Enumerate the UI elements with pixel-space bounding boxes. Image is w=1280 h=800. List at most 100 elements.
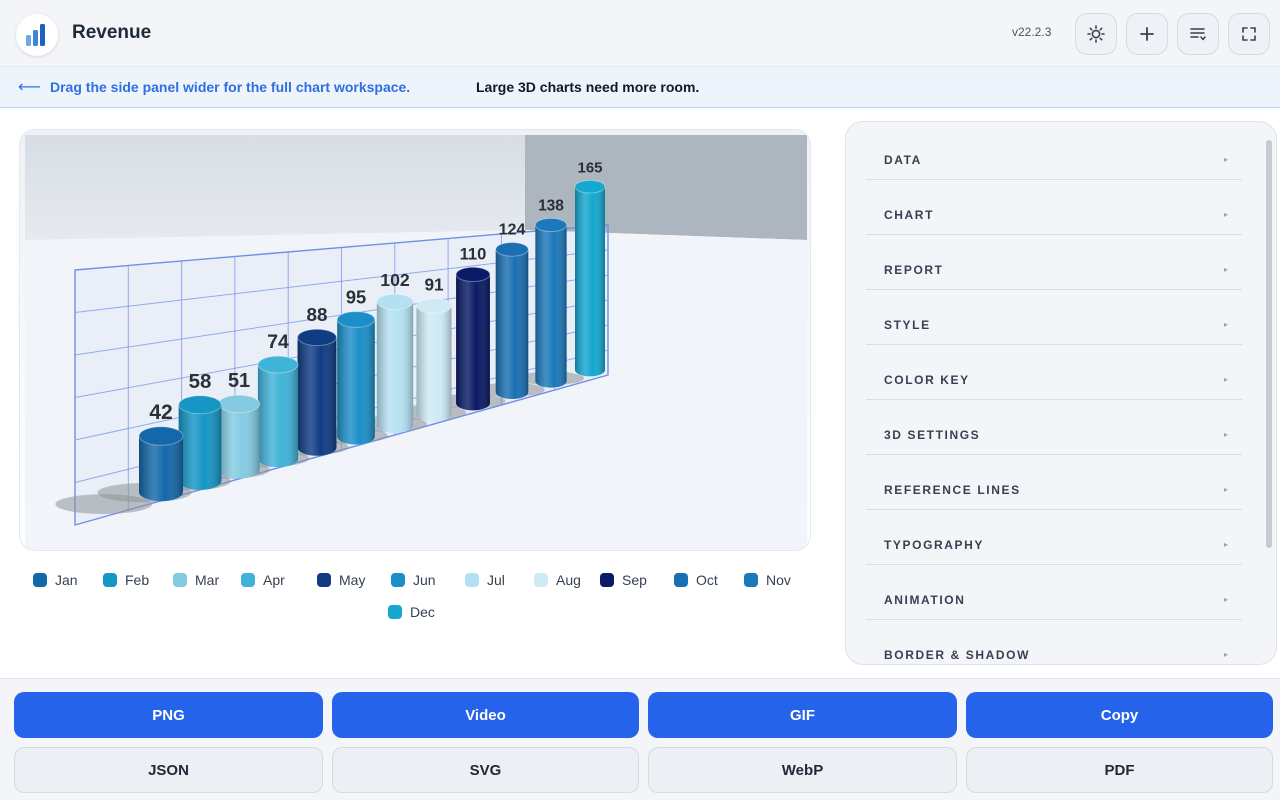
- legend-swatch: [600, 573, 614, 587]
- chevron-right-icon: ▸: [1223, 540, 1228, 549]
- chevron-right-icon: ▸: [1223, 155, 1228, 164]
- legend-item-dec[interactable]: Dec: [388, 602, 435, 622]
- export-json-button[interactable]: JSON: [14, 747, 323, 793]
- legend-item-jul[interactable]: Jul: [465, 570, 505, 590]
- bar-apr[interactable]: 74: [257, 331, 299, 468]
- panel-section-style[interactable]: STYLE ▸: [866, 305, 1242, 345]
- chevron-right-icon: ▸: [1223, 320, 1228, 329]
- legend-label: Nov: [766, 572, 791, 588]
- list-sort-icon: [1190, 28, 1206, 41]
- bar-top: [495, 242, 529, 257]
- panel-section-animation[interactable]: ANIMATION ▸: [866, 580, 1242, 620]
- panel-section-label: 3D SETTINGS: [884, 427, 981, 442]
- panel-scrollbar[interactable]: [1266, 140, 1272, 548]
- panel-section-label: STYLE: [884, 317, 931, 332]
- bar-value-label: 42: [149, 401, 172, 424]
- fullscreen-button[interactable]: [1228, 13, 1270, 55]
- legend-item-feb[interactable]: Feb: [103, 570, 149, 590]
- legend-item-mar[interactable]: Mar: [173, 570, 219, 590]
- legend-item-apr[interactable]: Apr: [241, 570, 285, 590]
- bar-mar[interactable]: 51: [217, 370, 261, 479]
- legend-item-jun[interactable]: Jun: [391, 570, 436, 590]
- bar-jun[interactable]: 95: [336, 287, 376, 445]
- bar-value-label: 165: [577, 159, 602, 176]
- bar-shading: [218, 403, 260, 479]
- bar-value-label: 138: [538, 197, 564, 214]
- bar-value-label: 88: [307, 304, 328, 325]
- legend-label: Jun: [413, 572, 436, 588]
- legend-item-sep[interactable]: Sep: [600, 570, 647, 590]
- export-svg-button[interactable]: SVG: [332, 747, 639, 793]
- export-video-button[interactable]: Video: [332, 692, 639, 738]
- legend-item-oct[interactable]: Oct: [674, 570, 718, 590]
- fullscreen-icon: [1242, 27, 1256, 41]
- bar-dec[interactable]: 165: [574, 159, 606, 377]
- export-gif-button[interactable]: GIF: [648, 692, 957, 738]
- bar-value-label: 51: [228, 370, 250, 392]
- export-webp-button[interactable]: WebP: [648, 747, 957, 793]
- legend-swatch: [241, 573, 255, 587]
- bar-value-label: 124: [499, 221, 526, 239]
- panel-section-reference-lines[interactable]: REFERENCE LINES ▸: [866, 470, 1242, 510]
- chart-3d[interactable]: 165 138 124 110 91 102 95 88 74 51 58 42: [20, 130, 811, 551]
- legend-swatch: [103, 573, 117, 587]
- bar-nov[interactable]: 138: [534, 197, 568, 388]
- legend-item-nov[interactable]: Nov: [744, 570, 791, 590]
- legend-label: May: [339, 572, 366, 588]
- bar-sep[interactable]: 110: [455, 244, 491, 411]
- panel-section-color-key[interactable]: COLOR KEY ▸: [866, 360, 1242, 400]
- bar-oct[interactable]: 124: [495, 221, 529, 400]
- bar-aug[interactable]: 91: [415, 275, 453, 422]
- bar-chart-logo-icon: [26, 24, 45, 46]
- chevron-right-icon: ▸: [1223, 595, 1228, 604]
- panel-section-label: COLOR KEY: [884, 372, 970, 387]
- bar-jul[interactable]: 102: [376, 270, 414, 434]
- legend-label: Sep: [622, 572, 647, 588]
- legend-label: Aug: [556, 572, 581, 588]
- panel-section-report[interactable]: REPORT ▸: [866, 250, 1242, 290]
- chevron-right-icon: ▸: [1223, 485, 1228, 494]
- export-footer: PNG Video GIF Copy JSON SVG WebP PDF: [0, 678, 1280, 800]
- bar-top: [257, 355, 299, 374]
- legend-swatch: [465, 573, 479, 587]
- panel-section-typography[interactable]: TYPOGRAPHY ▸: [866, 525, 1242, 565]
- bar-top: [217, 394, 261, 414]
- bar-feb[interactable]: 58: [178, 370, 222, 490]
- export-png-button[interactable]: PNG: [14, 692, 323, 738]
- panel-section-label: REFERENCE LINES: [884, 482, 1021, 497]
- banner-link[interactable]: Drag the side panel wider for the full c…: [50, 79, 411, 95]
- banner-text: Large 3D charts need more room.: [476, 79, 700, 95]
- bar-may[interactable]: 88: [297, 304, 337, 456]
- panel-section-3d-settings[interactable]: 3D SETTINGS ▸: [866, 415, 1242, 455]
- legend-swatch: [33, 573, 47, 587]
- panel-section-label: TYPOGRAPHY: [884, 537, 985, 552]
- bar-shading: [495, 249, 529, 400]
- bar-top: [178, 395, 222, 415]
- bar-top: [138, 426, 184, 446]
- export-pdf-button[interactable]: PDF: [966, 747, 1273, 793]
- legend-item-may[interactable]: May: [317, 570, 365, 590]
- legend-label: Feb: [125, 572, 150, 588]
- legend-item-aug[interactable]: Aug: [534, 570, 581, 590]
- bar-value-label: 74: [267, 331, 289, 353]
- legend-swatch: [674, 573, 688, 587]
- theme-toggle-button[interactable]: [1075, 13, 1117, 55]
- legend-swatch: [534, 573, 548, 587]
- sort-menu-button[interactable]: [1177, 13, 1219, 55]
- side-panel: DATA ▸ CHART ▸ REPORT ▸ STYLE ▸ COLOR KEY ▸ 3D SET…: [845, 121, 1277, 665]
- bar-top: [336, 311, 376, 328]
- copy-button[interactable]: Copy: [966, 692, 1273, 738]
- panel-section-data[interactable]: DATA ▸: [866, 140, 1242, 180]
- bar-top: [376, 293, 414, 310]
- panel-section-chart[interactable]: CHART ▸: [866, 195, 1242, 235]
- legend-label: Oct: [696, 572, 718, 588]
- bar-jan[interactable]: 42: [138, 401, 184, 502]
- panel-section-label: CHART: [884, 207, 934, 222]
- bar-value-label: 91: [424, 275, 444, 295]
- add-button[interactable]: [1126, 13, 1168, 55]
- legend-item-jan[interactable]: Jan: [33, 570, 78, 590]
- chevron-right-icon: ▸: [1223, 375, 1228, 384]
- panel-section-border-shadow[interactable]: BORDER & SHADOW ▸: [866, 635, 1242, 664]
- bar-shading: [139, 436, 183, 502]
- chart-card: 165 138 124 110 91 102 95 88 74 51 58 42: [19, 129, 811, 551]
